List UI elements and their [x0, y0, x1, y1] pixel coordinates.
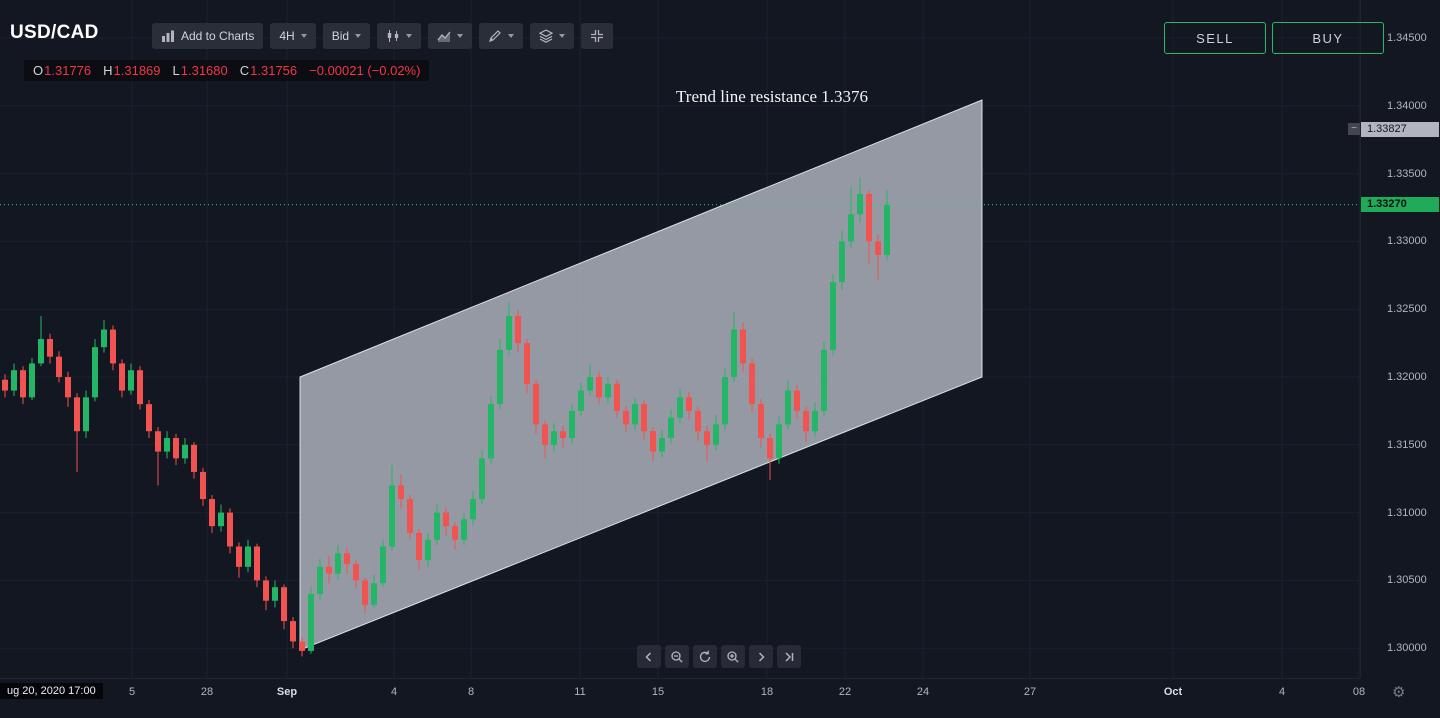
chevron-right-icon: [758, 651, 765, 662]
candlestick-icon: [387, 30, 399, 42]
price-axis-label: 1.34500: [1387, 32, 1427, 44]
chevron-down-icon: [355, 34, 362, 38]
price-axis-label: 1.34000: [1387, 99, 1427, 112]
time-axis-label: 08: [1352, 686, 1366, 698]
area-chart-icon: [437, 31, 451, 42]
chevron-down-icon: [508, 34, 515, 38]
price-axis-label: 1.30500: [1387, 574, 1427, 587]
timeframe-label: 4H: [279, 29, 295, 43]
time-axis-label: Sep: [276, 686, 298, 698]
change-value: −0.00021 (−0.02%): [309, 63, 421, 78]
open-value: O1.31776: [33, 63, 92, 78]
price-type-label: Bid: [331, 29, 350, 43]
trendline-annotation[interactable]: Trend line resistance 1.3376: [676, 87, 869, 106]
chart-type-dropdown[interactable]: [377, 23, 422, 49]
collapse-icon: [591, 30, 604, 42]
pan-right-button[interactable]: [749, 645, 773, 668]
buy-button[interactable]: BUY: [1272, 22, 1384, 54]
price-type-dropdown[interactable]: Bid: [322, 23, 371, 49]
price-axis-label: 1.31500: [1387, 438, 1427, 451]
time-axis-label: 11: [574, 686, 586, 698]
refresh-icon: [699, 650, 711, 662]
pen-icon: [489, 30, 501, 42]
collapse-button[interactable]: [581, 23, 614, 49]
zoom-in-icon: [727, 650, 739, 663]
price-axis-label: 1.32500: [1387, 303, 1427, 316]
low-value: L1.31680: [172, 63, 228, 78]
time-axis-label: 27: [1023, 686, 1037, 698]
sell-button[interactable]: SELL: [1164, 22, 1266, 54]
minus-handle-icon[interactable]: −: [1348, 122, 1360, 135]
time-axis-label: 18: [760, 686, 774, 698]
settings-gear-icon[interactable]: ⚙: [1392, 684, 1406, 701]
price-axis-label: 1.31000: [1387, 506, 1427, 519]
crosshair-time-tag: ug 20, 2020 17:00: [0, 683, 103, 699]
price-axis-label: 1.32000: [1387, 371, 1427, 383]
time-axis[interactable]: ug 20, 2020 17:00 5 28 Sep 4 8 11 15 18 22 24 27 Oc…: [0, 678, 1365, 718]
chevron-down-icon: [457, 34, 464, 38]
time-axis-label: 5: [128, 686, 136, 698]
chart-canvas[interactable]: [0, 0, 1360, 678]
bar-chart-icon: [162, 30, 174, 42]
price-axis-label: 1.33000: [1387, 235, 1427, 248]
time-axis-label: 4: [390, 686, 398, 698]
chart-style-dropdown[interactable]: [428, 23, 473, 49]
zoom-out-icon: [671, 650, 683, 663]
symbol-title[interactable]: USD/CAD: [10, 22, 99, 43]
close-value: C1.31756: [239, 63, 298, 78]
trendline-price-tag: 1.33827−: [1348, 121, 1439, 137]
chart-nav-controls: [637, 645, 801, 668]
time-axis-label: 24: [916, 686, 930, 698]
price-axis-label: 1.33500: [1387, 167, 1427, 180]
timeframe-dropdown[interactable]: 4H: [270, 23, 316, 49]
last-price-tag: 1.33270: [1361, 197, 1439, 213]
trend-channel[interactable]: [299, 99, 983, 651]
time-axis-label: 8: [467, 686, 475, 698]
zoom-out-button[interactable]: [665, 645, 689, 668]
candlestick-series: [2, 177, 890, 657]
drawing-tools-dropdown[interactable]: [479, 23, 524, 49]
price-axis[interactable]: 1.34500 1.34000 1.33500 1.33000 1.32500 1.320…: [1348, 0, 1440, 678]
pan-left-button[interactable]: [637, 645, 661, 668]
add-to-charts-label: Add to Charts: [181, 29, 255, 43]
time-axis-label: 28: [200, 686, 214, 698]
zoom-in-button[interactable]: [721, 645, 745, 668]
chevron-down-icon: [559, 34, 566, 38]
go-to-latest-button[interactable]: [777, 645, 801, 668]
price-axis-label: 1.30000: [1387, 642, 1427, 655]
ohlc-readout: O1.31776 H1.31869 L1.31680 C1.31756 −0.0…: [24, 60, 430, 81]
chart-toolbar: Add to Charts 4H Bid: [152, 23, 614, 49]
time-axis-label: 15: [651, 686, 665, 698]
high-value: H1.31869: [103, 63, 161, 78]
chevron-down-icon: [300, 34, 307, 38]
add-to-charts-button[interactable]: Add to Charts: [152, 23, 264, 49]
time-axis-label: 22: [838, 686, 852, 698]
reset-chart-button[interactable]: [693, 645, 717, 668]
time-axis-label: 4: [1278, 686, 1286, 698]
layers-icon: [539, 29, 554, 43]
layers-dropdown[interactable]: [530, 23, 575, 49]
skip-to-end-icon: [785, 651, 794, 662]
chevron-left-icon: [645, 651, 652, 662]
time-axis-label: Oct: [1163, 686, 1183, 698]
chevron-down-icon: [406, 34, 413, 38]
